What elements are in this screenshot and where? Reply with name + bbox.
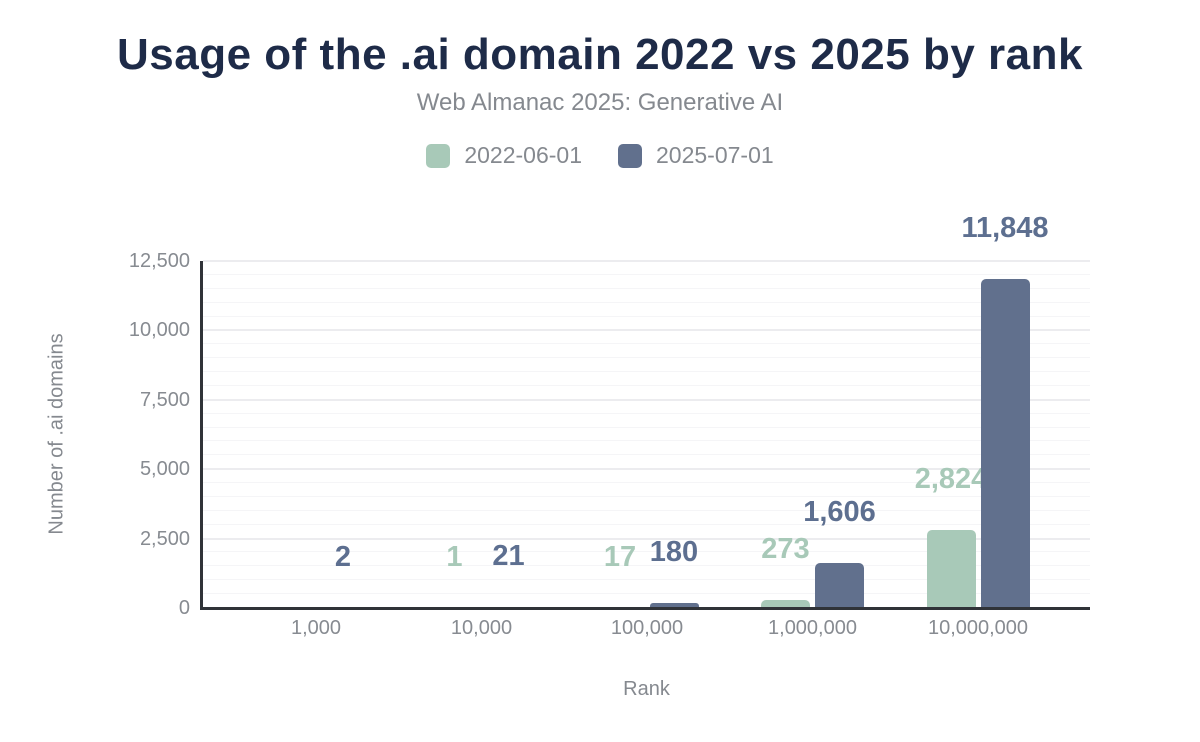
legend-swatch-icon [426,143,451,168]
chart-subtitle: Web Almanac 2025: Generative AI [416,89,784,116]
bar-value-label: 2 [334,540,352,573]
gridline-minor [203,343,1090,345]
gridline-minor [203,371,1090,373]
gridline-minor [203,495,1090,497]
legend: 2022-06-01 2025-07-01 [0,142,1200,169]
gridline-major [203,329,1090,332]
gridline-minor [203,509,1090,511]
x-tick-label: 1,000,000 [768,617,857,639]
gridline-minor [203,426,1090,428]
legend-item-2022-06-01[interactable]: 2022-06-01 [426,142,582,169]
gridline-minor [203,579,1090,581]
legend-item-2025-07-01[interactable]: 2025-07-01 [618,142,774,169]
bar-2025-07-01-1,000,000[interactable] [815,563,864,608]
plot-area: 1 17 273 2,824 2 21 180 1,606 11,848 [203,212,1090,608]
y-axis-title: Number of .ai domains [45,333,68,535]
bar-value-label: 17 [603,540,637,573]
bar-2022-06-01-1,000,000[interactable] [761,600,810,608]
bar-value-label: 11,848 [961,212,1049,245]
y-tick-label: 0 [178,597,190,619]
gridline-major [203,260,1090,262]
bar-value-label: 21 [492,540,525,573]
bar-value-label: 273 [761,533,810,566]
gridline-minor [203,357,1090,359]
x-tick-label: 10,000 [450,617,513,639]
bar-2025-07-01-100,000[interactable] [649,603,699,608]
bar-value-label: 1 [446,540,463,573]
gridline-minor [203,482,1090,484]
y-axis-line [200,261,203,610]
y-tick-label: 10,000 [128,319,190,342]
y-tick-label: 12,500 [128,250,190,272]
gridline-minor [203,593,1090,595]
gridline-minor [203,440,1090,442]
gridline-minor [203,412,1090,414]
x-tick-label: 10,000,000 [927,617,1029,639]
bar-2025-07-01-10,000,000[interactable] [980,279,1030,608]
gridline-minor [203,301,1090,303]
y-tick-label: 7,500 [139,388,190,411]
gridline-minor [203,454,1090,456]
gridline-minor [203,523,1090,525]
gridline-major [203,468,1090,471]
gridline-minor [203,273,1090,275]
legend-label: 2025-07-01 [656,142,774,168]
gridline-minor [203,565,1090,567]
gridline-major [203,537,1090,540]
bar-value-label: 1,606 [803,496,876,529]
y-tick-label: 5,000 [139,458,190,481]
x-axis-line [200,607,1090,610]
gridline-minor [203,384,1090,386]
x-tick-label: 100,000 [610,617,684,639]
gridline-major [203,398,1090,401]
legend-label: 2022-06-01 [464,142,582,168]
chart-title: Usage of the .ai domain 2022 vs 2025 by … [117,30,1083,79]
gridline-minor [203,287,1090,289]
bar-2022-06-01-10,000,000[interactable] [926,529,976,608]
gridline-minor [203,315,1090,317]
bar-value-label: 180 [649,536,699,569]
gridline-minor [203,551,1090,553]
x-axis-title: Rank [623,678,670,700]
y-tick-label: 2,500 [139,527,190,550]
legend-swatch-icon [618,143,642,168]
bar-value-label: 2,824 [914,462,988,495]
x-tick-label: 1,000 [290,617,342,639]
